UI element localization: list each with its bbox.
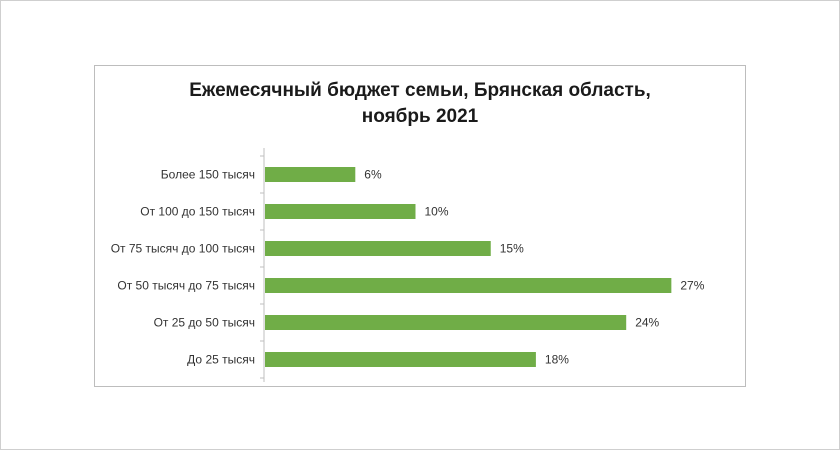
bar <box>265 167 356 182</box>
category-label: От 25 до 50 тысяч <box>154 316 255 330</box>
bar <box>265 352 536 367</box>
chart-title-line-2: ноябрь 2021 <box>361 106 479 127</box>
data-label: 18% <box>545 353 569 367</box>
chart-title-line-1: Ежемесячный бюджет семьи, Брянская облас… <box>189 80 651 101</box>
data-label: 15% <box>500 242 524 256</box>
chart-title: Ежемесячный бюджет семьи, Брянская облас… <box>95 78 745 130</box>
category-label: От 50 тысяч до 75 тысяч <box>117 279 255 293</box>
category-label: От 75 тысяч до 100 тысяч <box>111 242 255 256</box>
bar <box>265 204 416 219</box>
bar <box>265 278 672 293</box>
category-label: До 25 тысяч <box>187 353 255 367</box>
bar-chart: Более 150 тысяч 6% От 100 до 150 тысяч 10% О… <box>111 148 705 382</box>
bar <box>265 315 627 330</box>
category-label: От 100 до 150 тысяч <box>140 205 255 219</box>
data-label: 6% <box>364 168 382 182</box>
bar <box>265 241 491 256</box>
data-label: 24% <box>635 316 659 330</box>
category-label: Более 150 тысяч <box>161 168 255 182</box>
data-label: 27% <box>680 279 704 293</box>
chart-area: Ежемесячный бюджет семьи, Брянская облас… <box>94 65 746 387</box>
data-label: 10% <box>425 205 449 219</box>
